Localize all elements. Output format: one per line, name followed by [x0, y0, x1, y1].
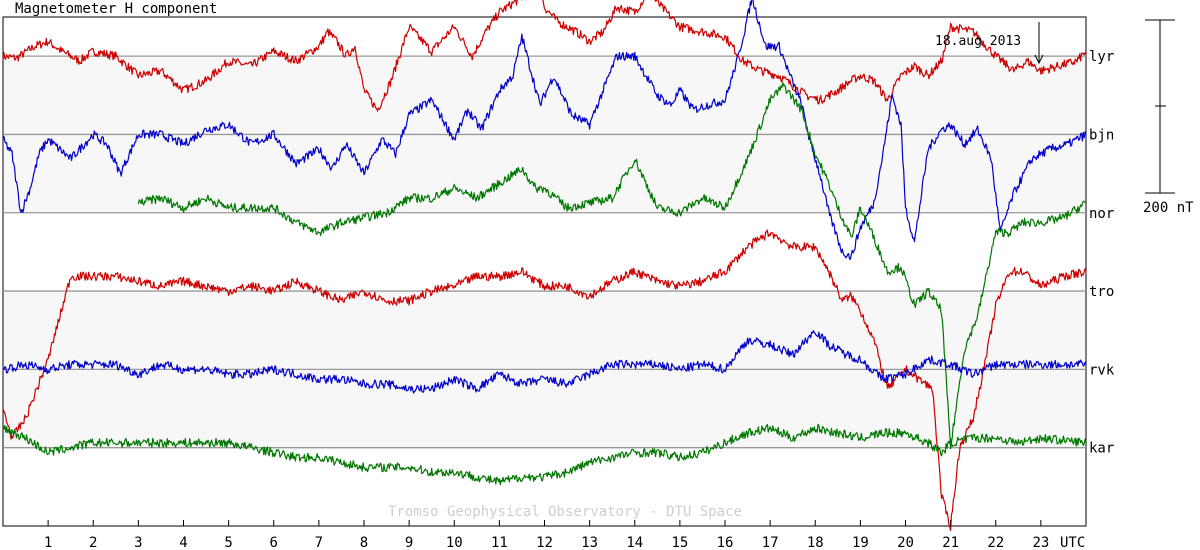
- x-axis-ticks: 1 2 3 4 5 6 7 8 9 10 11 12 13 14 15 16 17 18 19 20 21 22 23: [44, 520, 1049, 550]
- x-tick-label-17: 17: [762, 535, 779, 550]
- series-nor: [137, 82, 1087, 450]
- x-tick-label-8: 8: [360, 535, 368, 550]
- x-tick-label-10: 10: [446, 535, 463, 550]
- station-label-bjn: bjn: [1089, 127, 1114, 143]
- x-tick-label-3: 3: [134, 535, 142, 550]
- station-label-rvk: rvk: [1089, 362, 1115, 378]
- x-tick-label-21: 21: [942, 535, 959, 550]
- x-tick-label-12: 12: [536, 535, 553, 550]
- station-labels: lyr bjn nor tro rvk kar: [1089, 49, 1115, 457]
- x-tick-label-14: 14: [626, 535, 643, 550]
- date-label: 18.aug 2013: [935, 34, 1021, 49]
- x-tick-label-4: 4: [179, 535, 187, 550]
- station-label-lyr: lyr: [1089, 49, 1114, 65]
- x-tick-label-7: 7: [315, 535, 323, 550]
- series-lines: [2, 0, 1087, 531]
- chart-title: Magnetometer H component: [15, 1, 217, 17]
- x-tick-label-16: 16: [717, 535, 734, 550]
- x-tick-label-22: 22: [987, 535, 1004, 550]
- x-tick-label-13: 13: [581, 535, 598, 550]
- shade-tro-rvk: [4, 291, 1085, 370]
- series-kar: [2, 423, 1087, 486]
- x-tick-label-18: 18: [807, 535, 824, 550]
- shaded-regions: [4, 56, 1085, 448]
- x-tick-label-5: 5: [224, 535, 232, 550]
- x-tick-label-11: 11: [491, 535, 508, 550]
- x-tick-label-9: 9: [405, 535, 413, 550]
- x-unit-label: UTC: [1060, 535, 1085, 550]
- x-tick-label-19: 19: [852, 535, 869, 550]
- series-bjn: [2, 0, 1087, 260]
- x-tick-label-6: 6: [270, 535, 278, 550]
- x-tick-label-23: 23: [1032, 535, 1049, 550]
- footer-credit: Tromso Geophysical Observatory - DTU Spa…: [388, 504, 742, 520]
- scale-label: 200 nT: [1143, 200, 1194, 216]
- x-tick-label-1: 1: [44, 535, 52, 550]
- series-tro: [2, 229, 1087, 531]
- series-rvk: [2, 330, 1087, 394]
- x-tick-label-15: 15: [671, 535, 688, 550]
- station-label-nor: nor: [1089, 206, 1114, 222]
- x-tick-label-2: 2: [89, 535, 97, 550]
- series-lyr: [2, 0, 1087, 112]
- shade-rvk-kar: [4, 369, 1085, 448]
- station-label-kar: kar: [1089, 441, 1114, 457]
- date-arrow-icon: [1034, 22, 1044, 65]
- scale-bar: [1145, 19, 1175, 194]
- x-tick-label-20: 20: [897, 535, 914, 550]
- station-label-tro: tro: [1089, 284, 1114, 300]
